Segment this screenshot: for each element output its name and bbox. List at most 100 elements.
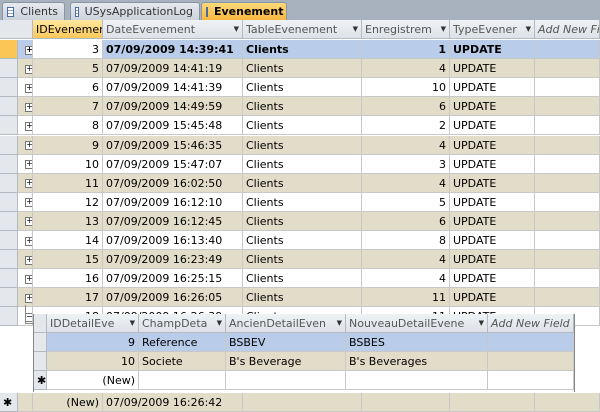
cell-type[interactable]: UPDATE: [450, 173, 535, 193]
sort-filter-dropdown-icon[interactable]: ▼: [440, 25, 446, 33]
expand-icon[interactable]: +: [25, 254, 33, 265]
cell-date[interactable]: 07/09/2009 16:23:49: [103, 250, 243, 270]
cell-add-new[interactable]: [535, 40, 600, 59]
record-selector[interactable]: [0, 231, 18, 250]
cell-date[interactable]: 07/09/2009 16:02:50: [103, 173, 243, 193]
cell-date[interactable]: 07/09/2009 14:41:39: [103, 78, 243, 98]
tab-evenement[interactable]: Evenement: [201, 2, 287, 20]
column-header[interactable]: DateEvenement ▼: [103, 20, 243, 39]
record-selector[interactable]: [0, 97, 18, 117]
sub-cell-empty[interactable]: [226, 371, 346, 390]
expand-cell[interactable]: +: [18, 59, 33, 79]
cell-add-new[interactable]: [535, 154, 600, 174]
cell-add-new[interactable]: [535, 135, 600, 155]
cell-type[interactable]: UPDATE: [450, 269, 535, 289]
cell-id[interactable]: 17: [33, 288, 103, 308]
expand-icon[interactable]: +: [25, 63, 33, 74]
sub-cell-field[interactable]: Reference: [139, 333, 226, 352]
cell-record[interactable]: 4: [362, 59, 450, 79]
cell-record[interactable]: 4: [362, 269, 450, 289]
sort-filter-dropdown-icon[interactable]: ▼: [478, 319, 484, 327]
cell-add-new[interactable]: [535, 173, 600, 193]
column-header[interactable]: Enregistrem ▼: [362, 20, 450, 39]
record-selector[interactable]: [0, 59, 18, 79]
cell-date[interactable]: 07/09/2009 15:47:07: [103, 154, 243, 174]
column-header[interactable]: TypeEvener ▼: [450, 20, 535, 39]
expand-cell[interactable]: +: [18, 135, 33, 155]
record-selector[interactable]: [34, 352, 47, 371]
cell-table[interactable]: Clients: [243, 288, 362, 308]
cell-id[interactable]: 13: [33, 211, 103, 231]
sort-filter-dropdown-icon[interactable]: ▼: [233, 25, 239, 33]
sub-column-header[interactable]: Add New Field: [488, 314, 574, 333]
cell-date[interactable]: 07/09/2009 16:12:45: [103, 211, 243, 231]
sub-column-header[interactable]: IDDetailEve ▼: [47, 314, 139, 333]
cell-date[interactable]: 07/09/2009 16:13:40: [103, 231, 243, 250]
cell-type[interactable]: UPDATE: [450, 211, 535, 231]
sub-column-header[interactable]: ChampDeta ▼: [139, 314, 226, 333]
cell-record[interactable]: 8: [362, 231, 450, 250]
expand-cell[interactable]: [18, 393, 33, 412]
cell-id[interactable]: 6: [33, 78, 103, 98]
cell-type[interactable]: UPDATE: [450, 192, 535, 212]
sub-cell-field[interactable]: Societe: [139, 352, 226, 371]
sub-cell-empty[interactable]: [488, 371, 574, 390]
cell-add-new[interactable]: [535, 97, 600, 117]
record-selector[interactable]: [0, 135, 18, 155]
expand-cell[interactable]: +: [18, 211, 33, 231]
record-selector[interactable]: [0, 116, 18, 136]
cell-add-new[interactable]: [535, 288, 600, 308]
cell-table[interactable]: Clients: [243, 59, 362, 79]
cell-add-new[interactable]: [535, 211, 600, 231]
cell-type[interactable]: UPDATE: [450, 78, 535, 98]
cell-id[interactable]: 14: [33, 231, 103, 250]
expand-cell[interactable]: +: [18, 97, 33, 117]
cell-date[interactable]: 07/09/2009 14:49:59: [103, 97, 243, 117]
cell-table[interactable]: Clients: [243, 211, 362, 231]
sub-column-header[interactable]: NouveauDetailEvene ▼: [346, 314, 488, 333]
cell-id[interactable]: 10: [33, 154, 103, 174]
cell-table[interactable]: Clients: [243, 135, 362, 155]
sub-cell-add-new[interactable]: [488, 352, 574, 371]
cell-empty[interactable]: [535, 393, 600, 412]
expand-cell[interactable]: +: [18, 231, 33, 250]
cell-table[interactable]: Clients: [243, 78, 362, 98]
cell-type[interactable]: UPDATE: [450, 250, 535, 270]
cell-record[interactable]: 1: [362, 40, 450, 59]
cell-record[interactable]: 6: [362, 97, 450, 117]
tab-usysapplicationlog[interactable]: USysApplicationLog: [70, 2, 200, 20]
column-header[interactable]: TableEvenement ▼: [243, 20, 362, 39]
sort-filter-dropdown-icon[interactable]: ▼: [352, 25, 358, 33]
cell-date[interactable]: 07/09/2009 14:41:19: [103, 59, 243, 79]
expand-cell[interactable]: +: [18, 116, 33, 136]
cell-date[interactable]: 07/09/2009 15:45:48: [103, 116, 243, 136]
expand-cell[interactable]: +: [18, 250, 33, 270]
cell-date[interactable]: 07/09/2009 14:39:41: [103, 40, 243, 59]
cell-empty[interactable]: [450, 393, 535, 412]
sub-column-header[interactable]: AncienDetailEven ▼: [226, 314, 346, 333]
cell-table[interactable]: Clients: [243, 97, 362, 117]
sort-filter-dropdown-icon[interactable]: ▼: [525, 25, 531, 33]
cell-add-new[interactable]: [535, 78, 600, 98]
select-all-button[interactable]: [0, 20, 33, 39]
sub-cell-old[interactable]: BSBEV: [226, 333, 346, 352]
cell-id[interactable]: 5: [33, 59, 103, 79]
sub-cell-empty[interactable]: [346, 371, 488, 390]
record-selector[interactable]: [0, 307, 18, 327]
cell-record[interactable]: 3: [362, 154, 450, 174]
record-selector[interactable]: [0, 173, 18, 193]
cell-record[interactable]: 6: [362, 211, 450, 231]
cell-record[interactable]: 10: [362, 78, 450, 98]
cell-empty[interactable]: [243, 393, 362, 412]
expand-icon[interactable]: +: [25, 216, 33, 227]
expand-icon[interactable]: +: [25, 120, 33, 131]
tab-clients[interactable]: Clients: [2, 2, 65, 20]
expand-cell[interactable]: +: [18, 154, 33, 174]
cell-table[interactable]: Clients: [243, 116, 362, 136]
cell-table[interactable]: Clients: [243, 154, 362, 174]
cell-add-new[interactable]: [535, 231, 600, 250]
sort-filter-dropdown-icon[interactable]: ▼: [216, 319, 222, 327]
cell-record[interactable]: 4: [362, 250, 450, 270]
cell-type[interactable]: UPDATE: [450, 40, 535, 59]
cell-type[interactable]: UPDATE: [450, 135, 535, 155]
